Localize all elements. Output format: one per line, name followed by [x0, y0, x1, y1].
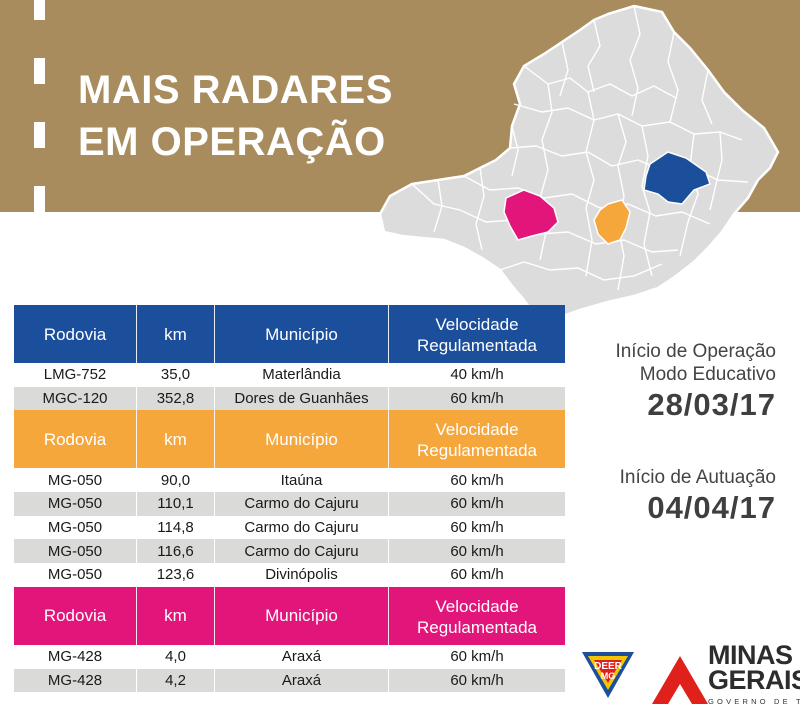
cell-rodovia: MG-050 — [14, 492, 137, 516]
table-row: MG-050 90,0 Itaúna 60 km/h — [14, 468, 565, 493]
title-line-1: MAIS RADARES — [78, 68, 393, 112]
table-row: MG-428 4,0 Araxá 60 km/h — [14, 644, 565, 669]
region-blue — [643, 151, 711, 205]
header-velocidade: Velocidade Regulamentada — [416, 315, 538, 355]
table-header: Rodovia km Município Velocidade Regulamen… — [14, 586, 565, 645]
enforcement-start-info: Início de Autuação 04/04/17 — [620, 466, 776, 527]
page-title: MAIS RADARES EM OPERAÇÃO — [78, 64, 393, 168]
operation-start-date: 28/03/17 — [647, 387, 776, 422]
header-velocidade: Velocidade Regulamentada — [416, 596, 538, 637]
region-orange — [593, 199, 631, 245]
svg-text:DEER: DEER — [594, 661, 623, 672]
table-row: MG-050 123,6 Divinópolis 60 km/h — [14, 563, 565, 587]
cell-rodovia: MG-428 — [14, 644, 137, 669]
group-pink: Rodovia km Município Velocidade Regulamen… — [14, 586, 565, 693]
operation-start-info: Início de Operação Modo Educativo 28/03/… — [615, 340, 776, 424]
cell-rodovia: MG-428 — [14, 668, 137, 693]
road-dash — [34, 122, 45, 148]
region-pink — [503, 189, 559, 241]
minas-gerais-logo — [652, 656, 708, 704]
minas-gerais-map — [378, 4, 780, 330]
cell-km: 4,2 — [137, 668, 215, 693]
cell-velocidade: 60 km/h — [450, 471, 504, 489]
header-municipio: Município — [215, 305, 389, 363]
group-blue: Rodovia km Município Velocidade Regulamen… — [14, 305, 565, 411]
cell-velocidade: 60 km/h — [450, 495, 504, 513]
operation-start-label: Início de Operação — [615, 341, 776, 362]
cell-km: 90,0 — [137, 468, 215, 493]
group-orange: Rodovia km Município Velocidade Regulamen… — [14, 410, 565, 587]
road-dash — [34, 58, 45, 84]
cell-km: 116,6 — [137, 539, 215, 564]
header-rodovia: Rodovia — [14, 586, 137, 645]
header-km: km — [137, 586, 215, 645]
minas-gerais-tagline: GOVERNO DE TODOS — [708, 697, 800, 706]
title-line-2: EM OPERAÇÃO — [78, 120, 386, 164]
cell-km: 110,1 — [137, 492, 215, 516]
radar-table: Rodovia km Município Velocidade Regulamen… — [14, 305, 565, 693]
cell-municipio: Araxá — [215, 644, 389, 669]
cell-municipio: Carmo do Cajuru — [215, 515, 389, 540]
cell-km: 123,6 — [137, 563, 215, 587]
cell-municipio: Carmo do Cajuru — [215, 539, 389, 564]
minas-gerais-wordmark: MINAS GERAIS — [708, 640, 800, 695]
cell-velocidade: 60 km/h — [450, 519, 504, 537]
svg-text:MG: MG — [601, 671, 616, 681]
table-row: LMG-752 35,0 Materlândia 40 km/h — [14, 363, 565, 387]
cell-km: 4,0 — [137, 644, 215, 669]
header-rodovia: Rodovia — [14, 410, 137, 469]
road-dash — [34, 186, 45, 212]
table-row: MG-050 110,1 Carmo do Cajuru 60 km/h — [14, 492, 565, 516]
cell-rodovia: MGC-120 — [14, 386, 137, 411]
header-rodovia: Rodovia — [14, 305, 137, 363]
header-km: km — [137, 410, 215, 469]
cell-velocidade: 60 km/h — [450, 671, 504, 689]
header-municipio: Município — [215, 586, 389, 645]
table-row: MG-050 114,8 Carmo do Cajuru 60 km/h — [14, 515, 565, 540]
region-borders — [411, 5, 749, 291]
table-row: MG-428 4,2 Araxá 60 km/h — [14, 668, 565, 693]
cell-municipio: Divinópolis — [215, 563, 389, 587]
table-header: Rodovia km Município Velocidade Regulamen… — [14, 410, 565, 469]
state-outline — [378, 4, 780, 330]
header-km: km — [137, 305, 215, 363]
cell-km: 352,8 — [137, 386, 215, 411]
cell-municipio: Araxá — [215, 668, 389, 693]
cell-municipio: Materlândia — [215, 363, 389, 387]
cell-km: 114,8 — [137, 515, 215, 540]
cell-municipio: Itaúna — [215, 468, 389, 493]
cell-municipio: Dores de Guanhães — [215, 386, 389, 411]
cell-velocidade: 60 km/h — [450, 390, 504, 408]
deer-mg-logo: DEER MG — [582, 652, 634, 698]
table-row: MGC-120 352,8 Dores de Guanhães 60 km/h — [14, 386, 565, 411]
road-dash — [34, 0, 45, 20]
cell-municipio: Carmo do Cajuru — [215, 492, 389, 516]
enforcement-start-label: Início de Autuação — [619, 467, 776, 488]
cell-rodovia: MG-050 — [14, 563, 137, 587]
cell-rodovia: MG-050 — [14, 468, 137, 493]
cell-velocidade: 60 km/h — [450, 566, 504, 584]
cell-rodovia: MG-050 — [14, 515, 137, 540]
educational-mode-label: Modo Educativo — [639, 364, 776, 385]
cell-km: 35,0 — [137, 363, 215, 387]
cell-velocidade: 40 km/h — [450, 366, 504, 384]
cell-rodovia: MG-050 — [14, 539, 137, 564]
header-velocidade: Velocidade Regulamentada — [416, 420, 538, 461]
enforcement-start-date: 04/04/17 — [647, 490, 776, 525]
cell-velocidade: 60 km/h — [450, 648, 504, 666]
cell-velocidade: 60 km/h — [450, 542, 504, 560]
cell-rodovia: LMG-752 — [14, 363, 137, 387]
table-header: Rodovia km Município Velocidade Regulamen… — [14, 305, 565, 363]
table-row: MG-050 116,6 Carmo do Cajuru 60 km/h — [14, 539, 565, 564]
header-municipio: Município — [215, 410, 389, 469]
